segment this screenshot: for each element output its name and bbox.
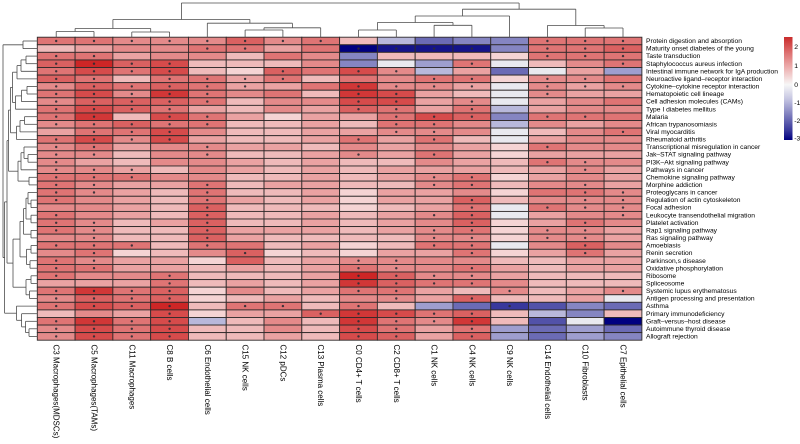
- svg-text:Asthma: Asthma: [646, 303, 669, 310]
- svg-text:C13 Plasma cells: C13 Plasma cells: [316, 345, 325, 407]
- svg-text:Hematopoietic cell lineage: Hematopoietic cell lineage: [646, 91, 724, 98]
- svg-text:Transcriptional misregulation: Transcriptional misregulation in cancer: [646, 144, 761, 151]
- svg-text:Focal adhesion: Focal adhesion: [646, 205, 692, 212]
- svg-text:C9 NK cells: C9 NK cells: [505, 345, 514, 387]
- svg-text:1: 1: [794, 63, 798, 70]
- svg-text:Protein digestion and absorpti: Protein digestion and absorption: [646, 38, 742, 45]
- svg-text:Staphylococcus aureus infectio: Staphylococcus aureus infection: [646, 61, 742, 68]
- svg-text:C0 CD4+ T cells: C0 CD4+ T cells: [354, 345, 363, 403]
- svg-text:Type I diabetes mellitus: Type I diabetes mellitus: [646, 106, 717, 113]
- svg-text:C6 Endothelial cells: C6 Endothelial cells: [203, 345, 212, 415]
- svg-text:Cytokine–cytokine receptor int: Cytokine–cytokine receptor interaction: [646, 84, 760, 91]
- svg-text:Chemokine signaling pathway: Chemokine signaling pathway: [646, 174, 736, 181]
- svg-text:PI3K–Akt signaling pathway: PI3K–Akt signaling pathway: [646, 159, 730, 166]
- svg-text:Parkinson,s disease: Parkinson,s disease: [646, 258, 706, 265]
- svg-text:Cell adhesion molecules (CAMs): Cell adhesion molecules (CAMs): [646, 99, 743, 106]
- svg-text:Proteoglycans in cancer: Proteoglycans in cancer: [646, 190, 718, 197]
- svg-text:2: 2: [794, 44, 798, 51]
- svg-text:Jak–STAT signaling pathway: Jak–STAT signaling pathway: [646, 152, 732, 159]
- svg-text:Renin secretion: Renin secretion: [646, 250, 693, 257]
- svg-text:Systemic lupus erythematosus: Systemic lupus erythematosus: [646, 288, 737, 295]
- svg-text:Morphine addiction: Morphine addiction: [646, 182, 703, 189]
- svg-text:-1: -1: [794, 100, 800, 107]
- svg-text:Malaria: Malaria: [646, 114, 668, 121]
- svg-text:Rap1 signaling pathway: Rap1 signaling pathway: [646, 228, 718, 235]
- svg-text:-2: -2: [794, 118, 800, 125]
- svg-text:Antigen processing and present: Antigen processing and presentation: [646, 296, 755, 303]
- svg-text:C8 B cells: C8 B cells: [165, 345, 174, 381]
- svg-text:C2 CD8+ T cells: C2 CD8+ T cells: [392, 345, 401, 403]
- svg-text:C3 Macrophages(MDSCs): C3 Macrophages(MDSCs): [52, 345, 61, 439]
- svg-text:0: 0: [794, 82, 798, 89]
- svg-text:C10 Fibroblasts: C10 Fibroblasts: [581, 345, 590, 401]
- svg-text:Viral myocarditis: Viral myocarditis: [646, 129, 696, 136]
- svg-text:C11 Macrophages: C11 Macrophages: [127, 345, 136, 410]
- svg-text:C7 Epithelial cells: C7 Epithelial cells: [619, 345, 628, 408]
- svg-text:Spliceosome: Spliceosome: [646, 281, 685, 288]
- svg-text:C5 Macrophages(TAMs): C5 Macrophages(TAMs): [90, 345, 99, 432]
- svg-text:Primary immunodeficiency: Primary immunodeficiency: [646, 311, 725, 318]
- svg-text:Neuroactive ligand–receptor in: Neuroactive ligand–receptor interaction: [646, 76, 763, 83]
- svg-text:C4 NK cells: C4 NK cells: [467, 345, 476, 387]
- svg-text:Pathways in cancer: Pathways in cancer: [646, 167, 705, 174]
- svg-text:C14 Endothelial cells: C14 Endothelial cells: [543, 345, 552, 420]
- svg-text:-3: -3: [794, 136, 800, 143]
- svg-text:Platelet activation: Platelet activation: [646, 220, 699, 227]
- svg-text:C15 NK cells: C15 NK cells: [241, 345, 250, 391]
- svg-text:Ribosome: Ribosome: [646, 273, 676, 280]
- svg-text:Amoebiasis: Amoebiasis: [646, 243, 681, 250]
- svg-text:Graft–versus–host disease: Graft–versus–host disease: [646, 318, 726, 325]
- svg-text:Leukocyte transendothelial mig: Leukocyte transendothelial migration: [646, 212, 755, 219]
- svg-text:Regulation of actin cytoskelet: Regulation of actin cytoskeleton: [646, 197, 741, 204]
- svg-text:Taste transduction: Taste transduction: [646, 53, 701, 60]
- svg-text:C12 pDCs: C12 pDCs: [278, 345, 287, 382]
- svg-text:Intestinal immune network for: Intestinal immune network for IgA produc…: [646, 68, 778, 75]
- svg-text:Ras signaling pathway: Ras signaling pathway: [646, 235, 714, 242]
- svg-text:African trypanosomiasis: African trypanosomiasis: [646, 121, 718, 128]
- svg-text:Autoimmune thyroid disease: Autoimmune thyroid disease: [646, 326, 731, 333]
- svg-text:Rheumatoid arthritis: Rheumatoid arthritis: [646, 137, 706, 144]
- svg-text:C1 NK cells: C1 NK cells: [430, 345, 439, 387]
- svg-text:Maturity onset diabetes of the: Maturity onset diabetes of the young: [646, 46, 754, 53]
- svg-text:Allograft rejection: Allograft rejection: [646, 334, 698, 341]
- svg-text:Oxidative phosphorylation: Oxidative phosphorylation: [646, 265, 723, 272]
